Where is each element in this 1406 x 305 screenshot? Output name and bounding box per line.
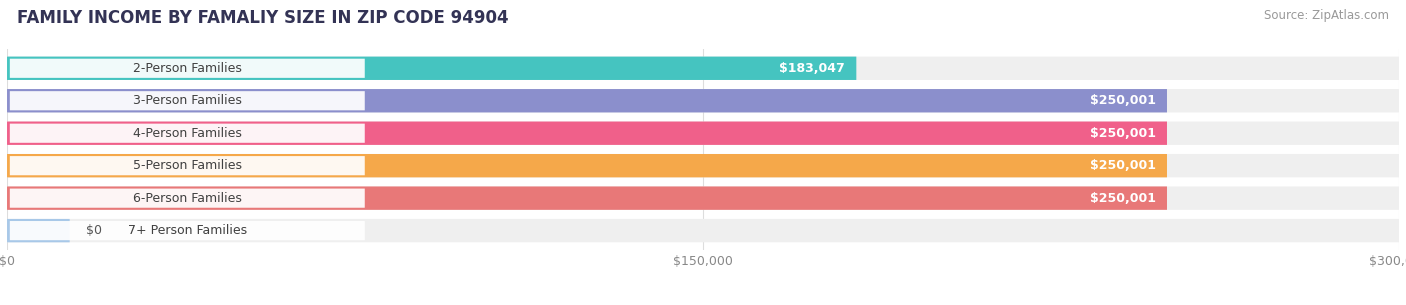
Text: FAMILY INCOME BY FAMALIY SIZE IN ZIP CODE 94904: FAMILY INCOME BY FAMALIY SIZE IN ZIP COD… [17, 9, 509, 27]
Text: 2-Person Families: 2-Person Families [132, 62, 242, 75]
Text: 4-Person Families: 4-Person Families [132, 127, 242, 140]
FancyBboxPatch shape [7, 154, 1399, 178]
Text: $250,001: $250,001 [1090, 127, 1156, 140]
FancyBboxPatch shape [10, 221, 364, 240]
Text: $183,047: $183,047 [779, 62, 845, 75]
FancyBboxPatch shape [10, 124, 364, 143]
FancyBboxPatch shape [7, 121, 1399, 145]
FancyBboxPatch shape [7, 219, 1399, 242]
FancyBboxPatch shape [7, 57, 1399, 80]
FancyBboxPatch shape [7, 154, 1167, 178]
Text: 3-Person Families: 3-Person Families [132, 94, 242, 107]
FancyBboxPatch shape [10, 188, 364, 208]
FancyBboxPatch shape [10, 59, 364, 78]
FancyBboxPatch shape [7, 121, 1167, 145]
Text: 7+ Person Families: 7+ Person Families [128, 224, 247, 237]
FancyBboxPatch shape [10, 156, 364, 175]
Text: $250,001: $250,001 [1090, 159, 1156, 172]
FancyBboxPatch shape [10, 91, 364, 110]
Text: 5-Person Families: 5-Person Families [132, 159, 242, 172]
FancyBboxPatch shape [7, 219, 70, 242]
Text: $0: $0 [86, 224, 103, 237]
Text: Source: ZipAtlas.com: Source: ZipAtlas.com [1264, 9, 1389, 22]
FancyBboxPatch shape [7, 89, 1167, 113]
FancyBboxPatch shape [7, 57, 856, 80]
Text: $250,001: $250,001 [1090, 192, 1156, 205]
FancyBboxPatch shape [7, 89, 1399, 113]
Text: 6-Person Families: 6-Person Families [132, 192, 242, 205]
FancyBboxPatch shape [7, 186, 1399, 210]
Text: $250,001: $250,001 [1090, 94, 1156, 107]
FancyBboxPatch shape [7, 186, 1167, 210]
